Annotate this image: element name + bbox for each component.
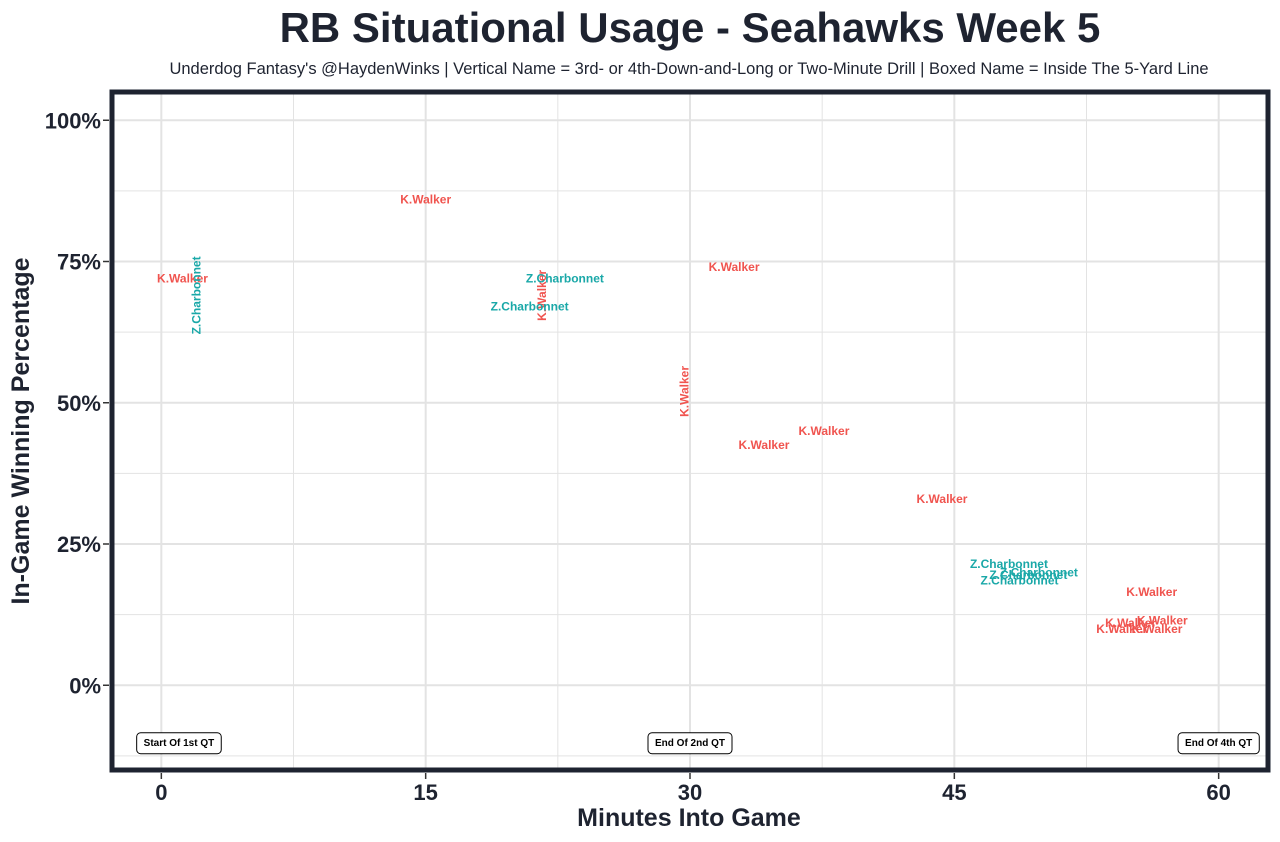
quarter-annotation-box	[647, 732, 733, 755]
quarter-annotation: End Of 2nd QT	[647, 732, 733, 755]
point-label-zcharbonnet: Z.Charbonnet	[989, 568, 1067, 582]
quarter-annotation-label: End Of 4th QT	[1185, 738, 1252, 749]
y-tick-label: 75%	[57, 250, 101, 275]
axis-ticks: 0 15 30 45 60 0% 25% 50% 75% 100%	[45, 108, 1231, 805]
quarter-annotation: Start Of 1st QT	[136, 732, 222, 755]
y-tick-label: 0%	[69, 673, 101, 698]
point-label-kwalker: K.Walker	[739, 438, 790, 452]
x-axis-title: Minutes Into Game	[577, 804, 801, 832]
y-tick-label: 50%	[57, 391, 101, 416]
quarter-annotation-box	[1177, 732, 1260, 755]
chart-subtitle: Underdog Fantasy's @HaydenWinks | Vertic…	[169, 60, 1209, 78]
quarter-annotation-label: End Of 2nd QT	[655, 738, 725, 749]
y-tick-label: 100%	[45, 108, 101, 133]
y-axis-title: In-Game Winning Percentage	[7, 257, 35, 604]
point-label-zcharbonnet: Z.Charbonnet	[970, 557, 1048, 571]
point-label-zcharbonnet: Z.Charbonnet	[491, 300, 569, 314]
x-tick-label: 30	[678, 780, 702, 805]
point-label-kwalker: K.Walker	[709, 260, 760, 274]
point-label-kwalker: K.Walker	[400, 192, 451, 206]
x-tick-label: 0	[155, 780, 167, 805]
point-labels: K.WalkerK.WalkerK.WalkerK.WalkerK.Walker…	[157, 192, 1188, 635]
chart-title: RB Situational Usage - Seahawks Week 5	[279, 4, 1101, 51]
point-label-kwalker: K.Walker	[535, 270, 549, 321]
point-label-kwalker: K.Walker	[678, 366, 692, 417]
x-tick-label: 60	[1206, 780, 1230, 805]
point-label-kwalker: K.Walker	[157, 271, 208, 285]
quarter-annotation: End Of 4th QT	[1177, 732, 1260, 755]
x-tick-label: 15	[413, 780, 437, 805]
point-label-zcharbonnet: Z.Charbonnet	[1000, 565, 1078, 579]
point-label-kwalker: K.Walker	[1126, 585, 1177, 599]
quarter-annotation-label: Start Of 1st QT	[144, 738, 215, 749]
point-label-kwalker: K.Walker	[1132, 622, 1183, 636]
x-tick-label: 45	[942, 780, 966, 805]
plot-frame	[109, 89, 1271, 773]
point-label-kwalker: K.Walker	[1105, 616, 1156, 630]
point-label-zcharbonnet: Z.Charbonnet	[526, 271, 604, 285]
grid	[112, 92, 1268, 770]
point-label-kwalker: K.Walker	[798, 424, 849, 438]
point-label-kwalker: K.Walker	[917, 492, 968, 506]
point-label-kwalker: K.Walker	[1096, 622, 1147, 636]
point-label-zcharbonnet: Z.Charbonnet	[981, 574, 1059, 588]
point-label-kwalker: K.Walker	[1137, 613, 1188, 627]
y-tick-label: 25%	[57, 532, 101, 557]
point-label-zcharbonnet: Z.Charbonnet	[190, 256, 204, 334]
quarter-annotations: Start Of 1st QT End Of 2nd QT End Of 4th Q…	[136, 732, 1260, 755]
quarter-annotation-box	[136, 732, 222, 755]
